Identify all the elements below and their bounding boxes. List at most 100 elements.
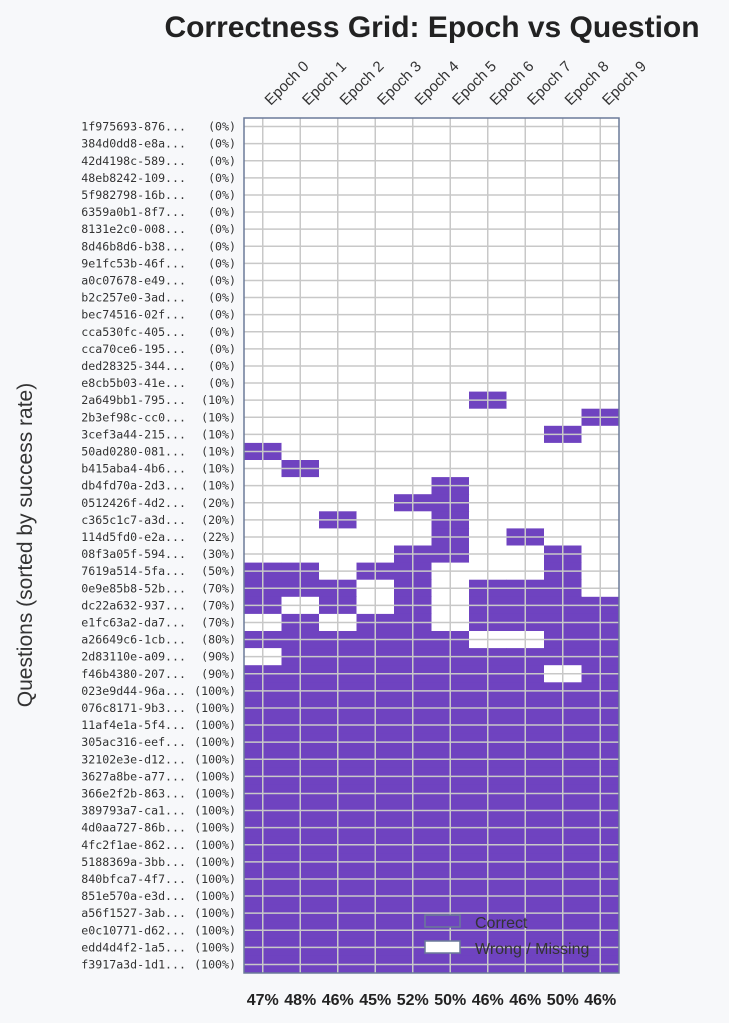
row-rate-label: (100%) — [194, 940, 236, 954]
row-rate-label: (0%) — [208, 359, 236, 373]
row-id-label: edd4d4f2-1a5... — [81, 940, 186, 954]
row-rate-label: (100%) — [194, 769, 236, 783]
row-rate-label: (70%) — [201, 581, 236, 595]
row-id-label: 366e2f2b-863... — [81, 786, 186, 800]
legend-label-wrong: Wrong / Missing — [475, 941, 589, 958]
row-rate-label: (100%) — [194, 957, 236, 971]
row-rate-label: (0%) — [208, 120, 236, 134]
row-id-label: 0e9e85b8-52b... — [81, 581, 186, 595]
row-id-label: bec74516-02f... — [81, 308, 186, 322]
column-success-label: 46% — [584, 992, 616, 1009]
column-success-label: 50% — [547, 992, 579, 1009]
y-tick-labels: 1f975693-876... (0%) 384d0dd8-e8a... (0%) 42… — [81, 120, 236, 972]
row-id-label: f46b4380-207... — [81, 667, 186, 681]
row-id-label: 1f975693-876... — [81, 120, 186, 134]
column-success-label: 52% — [397, 992, 429, 1009]
row-rate-label: (100%) — [194, 855, 236, 869]
plot-border — [243, 117, 620, 974]
row-rate-label: (100%) — [194, 804, 236, 818]
row-rate-label: (10%) — [201, 410, 236, 424]
row-rate-label: (0%) — [208, 205, 236, 219]
row-rate-label: (0%) — [208, 342, 236, 356]
y-axis-label: Questions (sorted by success rate) — [14, 383, 37, 707]
row-id-label: 114d5fd0-e2a... — [81, 530, 186, 544]
row-id-label: ded28325-344... — [81, 359, 186, 373]
row-rate-label: (100%) — [194, 889, 236, 903]
row-rate-label: (100%) — [194, 718, 236, 732]
row-id-label: 2b3ef98c-cc0... — [81, 410, 186, 424]
row-rate-label: (0%) — [208, 188, 236, 202]
row-id-label: 8131e2c0-008... — [81, 222, 186, 236]
row-rate-label: (100%) — [194, 786, 236, 800]
row-rate-label: (0%) — [208, 291, 236, 305]
row-rate-label: (0%) — [208, 137, 236, 151]
row-rate-label: (100%) — [194, 701, 236, 715]
column-success-label: 50% — [434, 992, 466, 1009]
row-id-label: a26649c6-1cb... — [81, 633, 186, 647]
row-id-label: 5188369a-3bb... — [81, 855, 186, 869]
row-id-label: 4d0aa727-86b... — [81, 821, 186, 835]
row-id-label: 3cef3a44-215... — [81, 427, 186, 441]
row-id-label: 48eb8242-109... — [81, 171, 186, 185]
row-id-label: 08f3a05f-594... — [81, 547, 186, 561]
row-rate-label: (70%) — [201, 615, 236, 629]
row-id-label: 023e9d44-96a... — [81, 684, 186, 698]
row-rate-label: (100%) — [194, 735, 236, 749]
column-success-label: 46% — [472, 992, 504, 1009]
row-id-label: 0512426f-4d2... — [81, 496, 186, 510]
row-rate-label: (20%) — [201, 513, 236, 527]
row-rate-label: (100%) — [194, 906, 236, 920]
column-success-label: 48% — [284, 992, 316, 1009]
row-id-label: 2d83110e-a09... — [81, 650, 186, 664]
row-id-label: e1fc63a2-da7... — [81, 615, 186, 629]
row-id-label: 3627a8be-a77... — [81, 769, 186, 783]
column-success-label: 46% — [322, 992, 354, 1009]
row-rate-label: (0%) — [208, 376, 236, 390]
column-success-labels: 47% 48% 46% 45% 52% 50% 46% 46% 50% 46% — [247, 992, 617, 1009]
row-id-label: 2a649bb1-795... — [81, 393, 186, 407]
row-id-label: a56f1527-3ab... — [81, 906, 186, 920]
row-rate-label: (30%) — [201, 547, 236, 561]
row-id-label: 8d46b8d6-b38... — [81, 239, 186, 253]
row-id-label: 840bfca7-4f7... — [81, 872, 186, 886]
row-rate-label: (0%) — [208, 273, 236, 287]
row-id-label: 384d0dd8-e8a... — [81, 137, 186, 151]
row-rate-label: (10%) — [201, 393, 236, 407]
row-id-label: f3917a3d-1d1... — [81, 957, 186, 971]
column-success-label: 45% — [359, 992, 391, 1009]
row-id-label: 9e1fc53b-46f... — [81, 256, 186, 270]
row-id-label: 4fc2f1ae-862... — [81, 838, 186, 852]
row-rate-label: (10%) — [201, 479, 236, 493]
row-id-label: a0c07678-e49... — [81, 273, 186, 287]
legend-swatch-wrong — [424, 940, 461, 954]
row-id-label: 851e570a-e3d... — [81, 889, 186, 903]
row-id-label: cca70ce6-195... — [81, 342, 186, 356]
row-id-label: 50ad0280-081... — [81, 444, 186, 458]
row-rate-label: (0%) — [208, 222, 236, 236]
row-id-label: 5f982798-16b... — [81, 188, 186, 202]
column-success-label: 47% — [247, 992, 279, 1009]
row-id-label: b2c257e0-3ad... — [81, 291, 186, 305]
row-id-label: e0c10771-d62... — [81, 923, 186, 937]
row-id-label: dc22a632-937... — [81, 598, 186, 612]
row-rate-label: (22%) — [201, 530, 236, 544]
row-rate-label: (100%) — [194, 872, 236, 886]
row-rate-label: (0%) — [208, 171, 236, 185]
row-rate-label: (10%) — [201, 462, 236, 476]
legend-label-correct: Correct — [475, 915, 528, 932]
row-rate-label: (20%) — [201, 496, 236, 510]
row-rate-label: (100%) — [194, 752, 236, 766]
row-id-label: 305ac316-eef... — [81, 735, 186, 749]
row-rate-label: (0%) — [208, 154, 236, 168]
grid-lines — [244, 118, 619, 973]
row-rate-label: (100%) — [194, 684, 236, 698]
row-rate-label: (50%) — [201, 564, 236, 578]
row-id-label: db4fd70a-2d3... — [81, 479, 186, 493]
row-id-label: 076c8171-9b3... — [81, 701, 186, 715]
row-id-label: c365c1c7-a3d... — [81, 513, 186, 527]
row-id-label: 32102e3e-d12... — [81, 752, 186, 766]
column-success-label: 46% — [509, 992, 541, 1009]
row-id-label: b415aba4-4b6... — [81, 462, 186, 476]
